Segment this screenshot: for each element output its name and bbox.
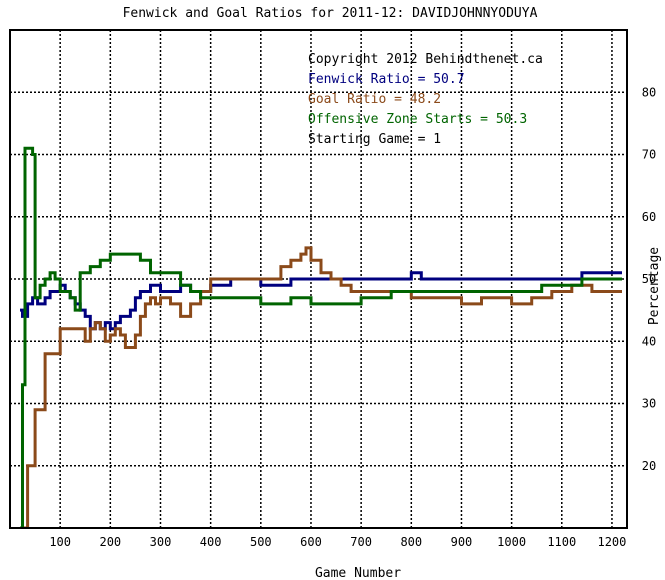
x-axis-label: Game Number xyxy=(315,566,401,580)
y-tick-label-4: 60 xyxy=(642,210,656,224)
x-tick-label-2: 300 xyxy=(150,535,172,549)
y-tick-label-1: 30 xyxy=(642,397,656,411)
x-tick-label-8: 900 xyxy=(451,535,473,549)
x-tick-label-0: 100 xyxy=(49,535,71,549)
y-tick-labels: 20 30 40 50 60 70 80 xyxy=(642,85,656,473)
x-tick-labels: 100 200 300 400 500 600 700 800 900 1000 1100 1200 xyxy=(49,535,626,549)
chart-title: Fenwick and Goal Ratios for 2011-12: DAV… xyxy=(123,6,538,21)
y-tick-label-5: 70 xyxy=(642,148,656,162)
annotations: Copyright 2012 Behindthenet.ca Fenwick Ra… xyxy=(308,52,543,147)
series-lines xyxy=(20,146,622,528)
y-tick-label-6: 80 xyxy=(642,85,656,99)
annotation-4: Starting Game = 1 xyxy=(308,132,441,147)
annotation-0: Copyright 2012 Behindthenet.ca xyxy=(308,52,543,67)
plot-frame xyxy=(9,29,628,529)
x-tick-label-4: 500 xyxy=(250,535,272,549)
annotation-3: Offensive Zone Starts = 50.3 xyxy=(308,112,527,127)
x-tick-label-1: 200 xyxy=(99,535,121,549)
x-tick-label-11: 1200 xyxy=(597,535,626,549)
series-line-1 xyxy=(20,246,622,528)
x-tick-label-7: 800 xyxy=(400,535,422,549)
x-tick-label-6: 700 xyxy=(350,535,372,549)
y-tick-label-2: 40 xyxy=(642,334,656,348)
annotation-2: Goal Ratio = 48.2 xyxy=(308,92,441,107)
y-axis-label: Percentage xyxy=(647,247,662,325)
y-tick-label-0: 20 xyxy=(642,459,656,473)
x-tick-label-5: 600 xyxy=(300,535,322,549)
x-tick-label-9: 1000 xyxy=(497,535,526,549)
x-tick-label-10: 1100 xyxy=(547,535,576,549)
y-tick-label-3: 50 xyxy=(642,272,656,286)
series-line-2 xyxy=(20,146,622,528)
x-tick-label-3: 400 xyxy=(200,535,222,549)
annotation-1: Fenwick Ratio = 50.7 xyxy=(308,72,465,87)
